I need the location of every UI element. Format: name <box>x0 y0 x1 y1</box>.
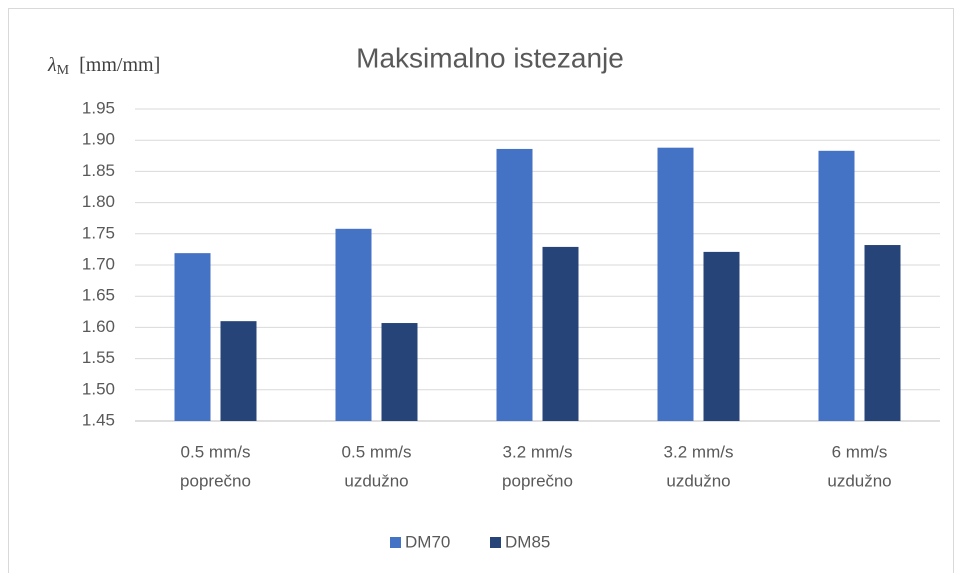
bar <box>542 246 579 421</box>
bar <box>703 251 740 421</box>
y-tick-label: 1.80 <box>82 192 115 211</box>
y-tick-label: 1.70 <box>82 254 115 273</box>
y-tick-label: 1.75 <box>82 223 115 242</box>
bar <box>220 321 257 421</box>
x-tick-label: 3.2 mm/s <box>503 442 573 461</box>
x-tick-label: 6 mm/s <box>832 442 888 461</box>
chart-title: Maksimalno istezanje <box>356 42 624 73</box>
y-tick-label: 1.55 <box>82 348 115 367</box>
y-tick-label: 1.50 <box>82 379 115 398</box>
y-tick-label: 1.60 <box>82 317 115 336</box>
y-tick-label: 1.95 <box>82 98 115 117</box>
y-tick-label: 1.65 <box>82 286 115 305</box>
x-tick-label: uzdužno <box>344 471 408 490</box>
y-axis-label: λM [mm/mm] <box>47 54 160 79</box>
bar <box>174 253 211 421</box>
x-tick-label: 3.2 mm/s <box>664 442 734 461</box>
x-tick-label: uzdužno <box>827 471 891 490</box>
y-label-subscript: M <box>57 63 70 78</box>
y-tick-label: 1.90 <box>82 130 115 149</box>
bar <box>381 323 418 421</box>
x-tick-label: uzdužno <box>666 471 730 490</box>
bar <box>818 150 855 422</box>
legend-label: DM85 <box>505 532 550 551</box>
bar <box>864 245 901 421</box>
y-tick-label: 1.45 <box>82 410 115 429</box>
y-label-unit: [mm/mm] <box>79 54 160 76</box>
x-tick-label: poprečno <box>502 471 573 490</box>
y-label-symbol: λ <box>47 54 57 76</box>
chart-frame <box>8 8 954 573</box>
y-tick-label: 1.85 <box>82 161 115 180</box>
x-tick-label: 0.5 mm/s <box>342 442 412 461</box>
legend-swatch <box>490 537 501 548</box>
legend-swatch <box>390 537 401 548</box>
bar <box>657 147 694 422</box>
x-tick-label: 0.5 mm/s <box>181 442 251 461</box>
legend-label: DM70 <box>405 532 450 551</box>
x-tick-label: poprečno <box>180 471 251 490</box>
bar <box>496 148 533 421</box>
bar <box>335 228 372 421</box>
